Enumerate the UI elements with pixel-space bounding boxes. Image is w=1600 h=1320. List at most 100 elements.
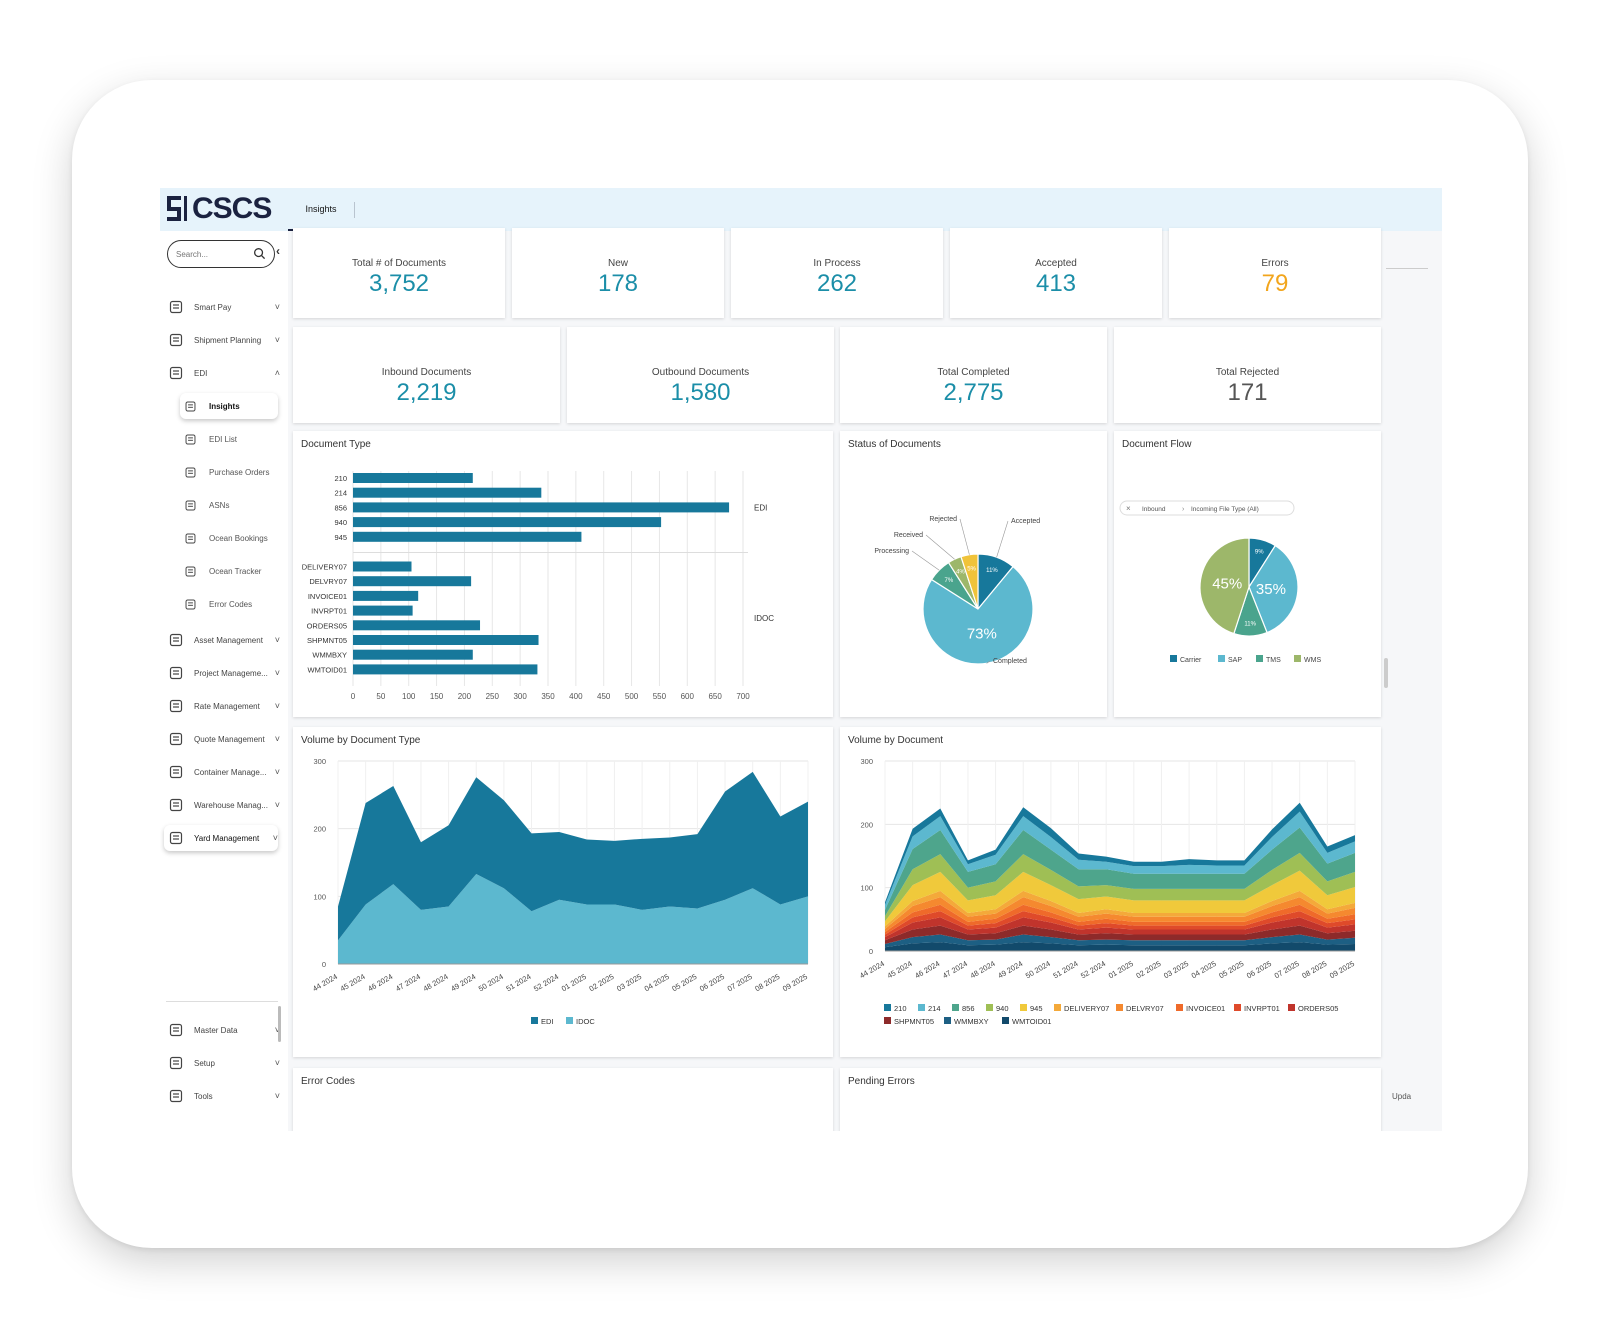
area-series[interactable] <box>885 897 1355 932</box>
sidebar-subitem-3[interactable]: ASNs <box>180 492 278 518</box>
chevron-down-icon[interactable]: ˅ <box>274 701 280 711</box>
area-series[interactable] <box>338 874 808 964</box>
sidebar-item-5[interactable]: Rate Management ˅ <box>168 693 280 719</box>
chevron-down-icon[interactable]: ˅ <box>274 734 280 744</box>
legend-label[interactable]: DELVRY07 <box>1126 1004 1164 1013</box>
sidebar-subitem-1[interactable]: EDI List <box>180 426 278 452</box>
filter-step-file-type[interactable]: Incoming File Type (All) <box>1191 506 1259 513</box>
search-box[interactable] <box>167 240 275 268</box>
kpi-card[interactable]: Total Rejected 171 <box>1114 327 1381 423</box>
logo[interactable]: CSCS <box>166 192 272 226</box>
chevron-down-icon[interactable]: ˅ <box>270 1025 280 1035</box>
sidebar-subitem-2[interactable]: Purchase Orders <box>180 459 278 485</box>
legend-label[interactable]: 210 <box>894 1004 907 1013</box>
area-series[interactable] <box>885 934 1355 948</box>
area-series[interactable] <box>885 942 1355 951</box>
legend-label[interactable]: ORDERS05 <box>1298 1004 1338 1013</box>
bar[interactable] <box>353 620 481 631</box>
sidebar-item-3[interactable]: Asset Management ˅ <box>168 627 280 653</box>
sidebar-bottom-item-0[interactable]: Master Data ˅ <box>168 1017 280 1043</box>
area-series[interactable] <box>885 917 1355 941</box>
chevron-down-icon[interactable]: ˅ <box>274 668 280 678</box>
pie-slice[interactable] <box>960 553 979 610</box>
kpi-card[interactable]: In Process 262 <box>731 228 943 318</box>
legend-label[interactable]: SHPMNT05 <box>894 1017 934 1026</box>
chevron-down-icon[interactable]: ˅ <box>274 1091 280 1101</box>
area-series[interactable] <box>885 852 1355 922</box>
sidebar-item-7[interactable]: Container Manage... ˅ <box>168 759 280 785</box>
sidebar-item-0[interactable]: Smart Pay ˅ <box>168 294 280 320</box>
chevron-down-icon[interactable]: ˅ <box>274 800 280 810</box>
chevron-up-icon[interactable]: ˄ <box>274 368 280 378</box>
area-series[interactable] <box>338 771 808 941</box>
kpi-card[interactable]: Total # of Documents 3,752 <box>293 228 505 318</box>
sidebar-item-4[interactable]: Project Manageme... ˅ <box>168 660 280 686</box>
bar[interactable] <box>353 635 539 645</box>
legend-label[interactable]: 214 <box>928 1004 941 1013</box>
kpi-card[interactable]: Inbound Documents 2,219 <box>293 327 560 423</box>
bar[interactable] <box>353 649 473 660</box>
tab-insights[interactable]: Insights <box>288 188 354 231</box>
sidebar-item-8[interactable]: Warehouse Manag... ˅ <box>168 792 280 818</box>
legend-label[interactable]: 945 <box>1030 1004 1043 1013</box>
legend-label[interactable]: Carrier <box>1180 657 1202 664</box>
close-icon[interactable]: × <box>1126 504 1131 513</box>
legend-label[interactable]: IDOC <box>576 1017 595 1026</box>
chevron-left-icon[interactable]: ‹ <box>276 244 280 258</box>
area-series[interactable] <box>885 827 1355 917</box>
bar[interactable] <box>353 590 419 601</box>
area-series[interactable] <box>885 904 1355 935</box>
kpi-card[interactable]: Errors 79 <box>1169 228 1381 318</box>
legend-label[interactable]: DELIVERY07 <box>1064 1004 1109 1013</box>
legend-label[interactable]: INVOICE01 <box>1186 1004 1225 1013</box>
chevron-down-icon[interactable]: ˅ <box>274 335 280 345</box>
bar[interactable] <box>353 561 412 572</box>
sidebar-item-9[interactable]: Yard Management ˅ <box>164 825 278 851</box>
legend-label[interactable]: TMS <box>1266 657 1281 664</box>
kpi-card[interactable]: New 178 <box>512 228 724 318</box>
chevron-down-icon[interactable]: ˅ <box>274 302 280 312</box>
kpi-card[interactable]: Accepted 413 <box>950 228 1162 318</box>
search-input[interactable] <box>176 247 254 261</box>
pie-slice[interactable] <box>1248 544 1299 634</box>
area-series[interactable] <box>885 870 1355 927</box>
kpi-card[interactable]: Total Completed 2,775 <box>840 327 1107 423</box>
search-icon[interactable] <box>253 247 266 260</box>
sidebar-item-2[interactable]: EDI ˄ <box>168 360 280 386</box>
sidebar-subitem-4[interactable]: Ocean Bookings <box>180 525 278 551</box>
bar[interactable] <box>353 517 662 528</box>
sidebar-scrollbar[interactable] <box>278 1006 281 1042</box>
filter-step-inbound[interactable]: Inbound <box>1142 506 1166 513</box>
bar[interactable] <box>353 576 472 587</box>
sidebar-subitem-6[interactable]: Error Codes <box>180 591 278 617</box>
page-scrollbar[interactable] <box>1384 658 1388 688</box>
area-series[interactable] <box>885 811 1355 910</box>
chevron-down-icon[interactable]: ˅ <box>274 767 280 777</box>
legend-label[interactable]: INVRPT01 <box>1244 1004 1280 1013</box>
chevron-down-icon[interactable]: ˅ <box>272 833 278 843</box>
bar[interactable] <box>353 664 538 675</box>
sidebar-bottom-item-2[interactable]: Tools ˅ <box>168 1083 280 1109</box>
sidebar-subitem-0[interactable]: Insights <box>180 393 278 419</box>
legend-label[interactable]: 940 <box>996 1004 1009 1013</box>
legend-label[interactable]: SAP <box>1228 657 1242 664</box>
bar[interactable] <box>353 502 730 513</box>
sidebar-item-1[interactable]: Shipment Planning ˅ <box>168 327 280 353</box>
pie-slice[interactable] <box>1199 537 1250 635</box>
legend-label[interactable]: WMS <box>1304 657 1321 664</box>
chevron-down-icon[interactable]: ˅ <box>274 635 280 645</box>
kpi-card[interactable]: Outbound Documents 1,580 <box>567 327 834 423</box>
area-series[interactable] <box>885 911 1355 938</box>
flow-filter-breadcrumb[interactable] <box>1119 500 1295 516</box>
bar[interactable] <box>353 473 473 483</box>
sidebar-bottom-item-1[interactable]: Setup ˅ <box>168 1050 280 1076</box>
area-series[interactable] <box>885 925 1355 945</box>
chevron-down-icon[interactable]: ˅ <box>274 1058 280 1068</box>
sidebar-item-6[interactable]: Quote Management ˅ <box>168 726 280 752</box>
sidebar-subitem-5[interactable]: Ocean Tracker <box>180 558 278 584</box>
legend-label[interactable]: WMTOID01 <box>1012 1017 1051 1026</box>
legend-label[interactable]: 856 <box>962 1004 975 1013</box>
legend-label[interactable]: EDI <box>541 1017 554 1026</box>
area-series[interactable] <box>885 890 1355 929</box>
bar[interactable] <box>353 487 542 498</box>
